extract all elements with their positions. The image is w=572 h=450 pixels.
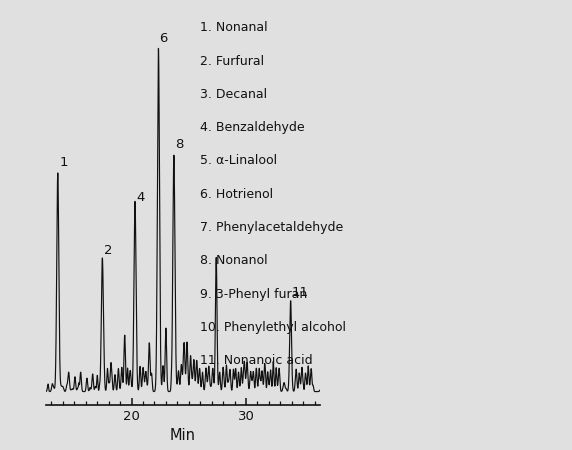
- Text: 3. Decanal: 3. Decanal: [200, 88, 267, 101]
- Text: 4. Benzaldehyde: 4. Benzaldehyde: [200, 121, 304, 134]
- Text: 8. Nonanol: 8. Nonanol: [200, 254, 267, 267]
- Text: 4: 4: [136, 191, 145, 204]
- Text: 11. Nonanoic acid: 11. Nonanoic acid: [200, 354, 312, 367]
- Text: 5. α-Linalool: 5. α-Linalool: [200, 154, 277, 167]
- Text: 6: 6: [160, 32, 168, 45]
- Text: 10. Phenylethyl alcohol: 10. Phenylethyl alcohol: [200, 321, 345, 334]
- Text: 2. Furfural: 2. Furfural: [200, 54, 264, 68]
- Text: 11: 11: [291, 286, 308, 299]
- Text: 2: 2: [104, 244, 112, 257]
- Text: 6. Hotrienol: 6. Hotrienol: [200, 188, 273, 201]
- X-axis label: Min: Min: [170, 428, 196, 443]
- Text: 8: 8: [175, 138, 184, 151]
- Text: 1: 1: [59, 156, 67, 169]
- Text: 7. Phenylacetaldehyde: 7. Phenylacetaldehyde: [200, 221, 343, 234]
- Text: 1. Nonanal: 1. Nonanal: [200, 21, 267, 34]
- Text: 9. 3-Phenyl furan: 9. 3-Phenyl furan: [200, 288, 307, 301]
